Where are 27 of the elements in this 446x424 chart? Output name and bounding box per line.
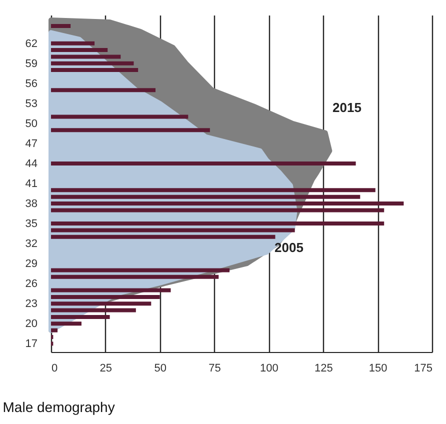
y-tick-label: 44: [25, 158, 38, 170]
x-tick-label: 150: [368, 362, 388, 374]
x-tick-label: 75: [208, 362, 221, 374]
x-tick-label: 50: [154, 362, 166, 374]
x-tick-label: 175: [414, 362, 432, 374]
y-tick-label: 47: [25, 138, 38, 150]
text: Male demography: [2, 399, 115, 415]
y-tick-label: 59: [25, 58, 38, 70]
y-tick-label: 23: [25, 298, 38, 310]
x-tick-label: 125: [314, 362, 333, 374]
y-tick-label: 32: [25, 238, 38, 250]
y-tick-label: 17: [25, 338, 38, 350]
y-tick-label: 56: [25, 78, 38, 90]
y-tick-label: 62: [25, 38, 38, 50]
y-tick-label: 20: [25, 318, 38, 330]
y-tick-label: 53: [25, 98, 38, 110]
y-tick-label: 50: [25, 118, 38, 130]
x-tick-label: 100: [260, 362, 278, 374]
x-tick-label: 25: [100, 362, 112, 374]
y-tick-label: 41: [25, 178, 38, 190]
y-tick-label: 26: [25, 278, 38, 290]
annotation: 2005: [274, 240, 304, 255]
y-tick-label: 38: [25, 198, 38, 210]
annotation: 2015: [332, 100, 362, 115]
y-tick-label: 35: [25, 218, 38, 230]
x-tick-label: 0: [52, 362, 58, 374]
y-tick-label: 29: [25, 258, 38, 270]
